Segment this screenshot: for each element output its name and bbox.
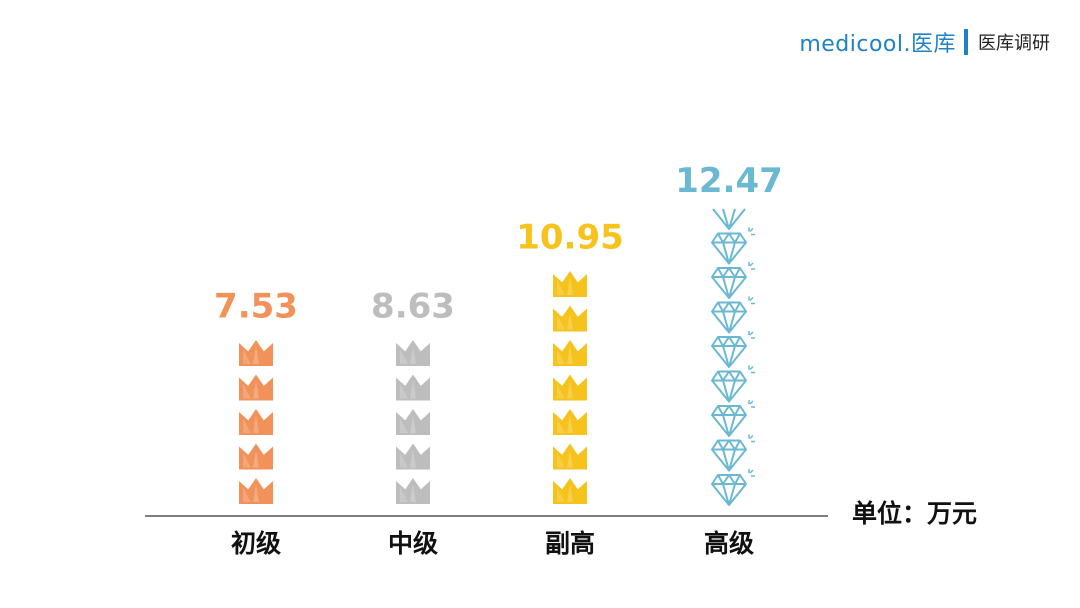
category-label: 初级	[231, 529, 281, 558]
diamond-partial-icon	[712, 208, 746, 230]
category-label: 中级	[388, 529, 438, 558]
crown-icon	[396, 443, 430, 470]
crown-icon	[553, 271, 587, 297]
crown-icon	[553, 374, 587, 401]
value-label: 10.95	[516, 218, 624, 258]
unit-label: 单位：万元	[852, 499, 978, 528]
category-label: 副高	[545, 529, 595, 558]
category-label: 高级	[704, 529, 754, 558]
crown-icon	[553, 409, 587, 435]
diamond-icon	[711, 434, 755, 472]
diamond-icon	[711, 262, 755, 299]
bar-高级	[711, 208, 755, 506]
crown-icon	[396, 409, 430, 435]
brand-header: medicool.医库 医库调研	[799, 26, 1050, 58]
value-label: 12.47	[675, 161, 783, 201]
diamond-icon	[711, 400, 755, 437]
crown-icon	[396, 340, 430, 366]
crown-icon	[396, 478, 430, 504]
crown-icon	[553, 305, 587, 332]
diamond-icon	[711, 469, 755, 506]
crown-icon	[239, 340, 273, 366]
diamond-icon	[711, 365, 755, 403]
crown-icon	[553, 443, 587, 470]
value-label: 8.63	[371, 287, 455, 327]
diamond-icon	[711, 296, 755, 334]
brand-divider	[964, 29, 968, 55]
crown-icon	[239, 409, 273, 435]
value-label: 7.53	[214, 287, 298, 327]
crown-icon	[553, 340, 587, 366]
chart-labels: 7.53 初级 8.63 中级 10.95 副高 12.47 高级	[214, 161, 783, 558]
crown-icon	[239, 478, 273, 504]
brand-subtitle: 医库调研	[978, 33, 1050, 54]
diamond-icon	[711, 331, 755, 368]
crown-icon	[239, 374, 273, 401]
bar-初级	[239, 340, 273, 504]
bar-中级	[396, 340, 430, 504]
crown-icon	[396, 374, 430, 401]
brand-logo: medicool.医库	[799, 32, 956, 57]
crown-icon	[553, 478, 587, 504]
chart-marks	[239, 208, 755, 506]
bar-副高	[553, 271, 587, 504]
diamond-icon	[711, 227, 755, 265]
crown-icon	[239, 443, 273, 470]
